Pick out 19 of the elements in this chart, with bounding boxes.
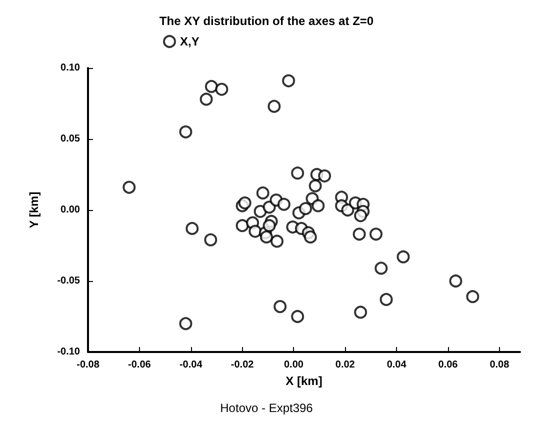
y-tick-label: -0.05	[57, 276, 80, 286]
x-tick-label: 0.06	[438, 360, 458, 370]
legend-label: X,Y	[180, 34, 200, 48]
y-tick-label: 0.10	[60, 62, 80, 74]
y-tick-label: -0.10	[57, 346, 80, 358]
x-tick-label: -0.02	[230, 360, 254, 370]
x-tick-label: -0.04	[179, 360, 203, 370]
y-tick-label: 0.05	[60, 134, 80, 144]
x-tick-label: 0.08	[490, 360, 510, 370]
y-axis-title: Y [km]	[27, 192, 41, 228]
x-tick-label: 0.02	[335, 360, 356, 370]
x-tick-label: 0.00	[284, 360, 304, 370]
x-tick-label: -0.08	[76, 360, 100, 370]
text: Hotovo - Expt396	[220, 401, 314, 415]
x-tick-label: 0.04	[386, 360, 407, 370]
chart-title: The XY distribution of the axes at Z=0	[159, 14, 374, 28]
x-axis-title: X [km]	[286, 374, 322, 388]
x-tick-label: -0.06	[128, 360, 152, 370]
y-tick-label: 0.00	[60, 204, 80, 216]
